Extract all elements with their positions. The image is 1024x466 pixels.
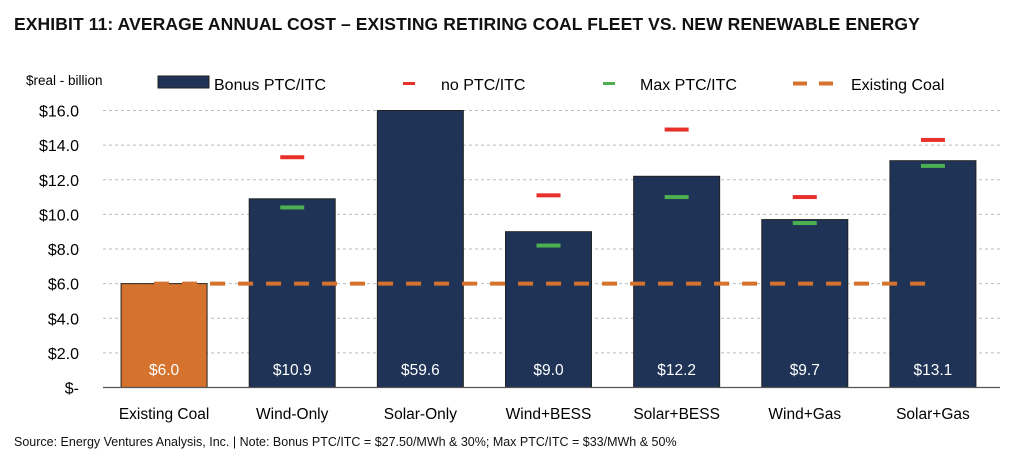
y-tick-label: $14.0 [39, 138, 79, 155]
y-tick-label: $10.0 [39, 207, 79, 224]
chart-title: EXHIBIT 11: AVERAGE ANNUAL COST – EXISTI… [14, 14, 920, 34]
bar-wind-only [248, 198, 336, 388]
data-label: $9.0 [533, 362, 564, 379]
no-ptc-marker [792, 195, 817, 200]
no-ptc-marker [280, 155, 305, 160]
legend-swatch-no-ptc [403, 82, 415, 85]
y-tick-label: $2.0 [48, 346, 79, 363]
bar-existing-coal [120, 283, 208, 388]
x-tick-label: Wind-Only [256, 406, 329, 423]
x-tick-label: Solar+BESS [633, 406, 720, 423]
source-note: Source: Energy Ventures Analysis, Inc. |… [14, 435, 677, 449]
legend-label-bonus: Bonus PTC/ITC [214, 77, 326, 94]
x-tick-label: Existing Coal [119, 406, 209, 423]
y-tick-label: $8.0 [48, 242, 79, 259]
data-label: $12.2 [657, 362, 696, 379]
max-ptc-marker [920, 163, 945, 168]
y-tick-label: $6.0 [48, 277, 79, 294]
no-ptc-marker [920, 137, 945, 142]
bar-solar-only [376, 110, 464, 388]
bar-wind-gas [761, 219, 849, 388]
y-tick-label: $4.0 [48, 311, 79, 328]
legend-label-max-ptc: Max PTC/ITC [640, 77, 737, 94]
y-axis-label: $real - billion [26, 73, 103, 88]
max-ptc-marker [664, 195, 689, 200]
x-tick-label: Wind+Gas [768, 406, 841, 423]
x-tick-label: Solar+Gas [896, 406, 970, 423]
x-tick-label: Wind+BESS [506, 406, 592, 423]
bar-solar-gas [889, 160, 977, 388]
data-label: $6.0 [149, 362, 180, 379]
legend-label-existing-coal: Existing Coal [851, 77, 944, 94]
data-label: $9.7 [790, 362, 820, 379]
no-ptc-marker [664, 127, 689, 132]
y-tick-label: $- [65, 381, 79, 398]
max-ptc-marker [536, 243, 561, 248]
max-ptc-marker [280, 205, 305, 210]
no-ptc-marker [536, 193, 561, 198]
legend-label-no-ptc: no PTC/ITC [441, 77, 525, 94]
legend-swatch-max-ptc [603, 82, 615, 85]
bar-solar-bess [633, 175, 721, 388]
legend-swatch-bonus [157, 75, 210, 89]
y-tick-label: $16.0 [39, 104, 79, 121]
x-tick-label: Solar-Only [384, 406, 457, 423]
y-tick-label: $12.0 [39, 173, 79, 190]
data-label: $10.9 [273, 362, 312, 379]
data-label: $13.1 [914, 362, 953, 379]
max-ptc-marker [792, 221, 817, 226]
data-label: $59.6 [401, 362, 440, 379]
